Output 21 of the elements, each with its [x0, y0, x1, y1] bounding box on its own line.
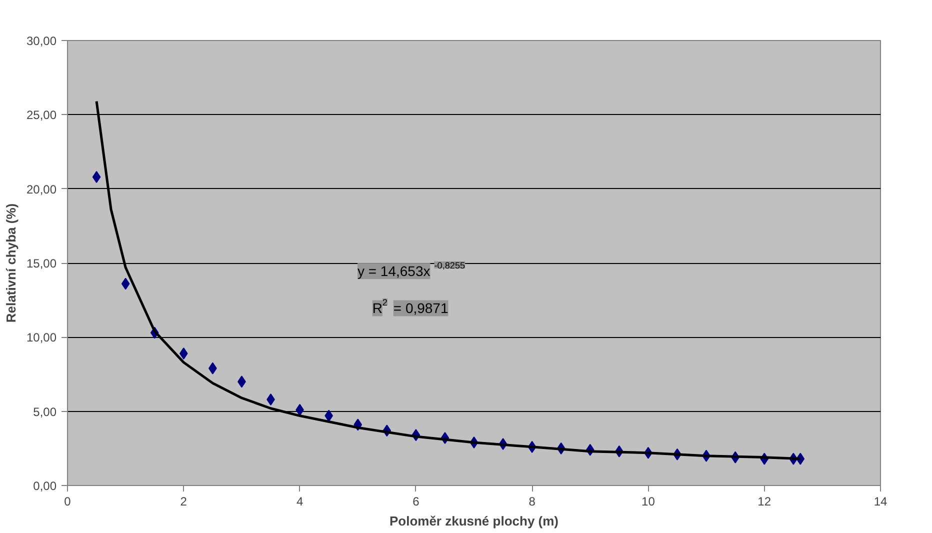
x-tick-label: 2: [180, 494, 188, 508]
y-tick-label: 15,00: [26, 256, 57, 270]
x-axis-title: Poloměr zkusné plochy (m): [389, 514, 559, 528]
y-axis-title: Relativní chyba (%): [3, 203, 18, 323]
x-tick-label: 0: [64, 494, 72, 508]
x-tick-label: 6: [412, 494, 420, 508]
y-tick-label: 5,00: [33, 404, 57, 419]
y-tick-label: 30,00: [26, 34, 57, 48]
x-tick-label: 10: [642, 494, 656, 508]
point: [92, 170, 101, 183]
point: [121, 278, 130, 290]
point: [179, 347, 188, 360]
x-tick-label: 4: [296, 494, 304, 508]
y-tick-label: 20,00: [26, 182, 57, 196]
x-tick-label: 8: [528, 494, 536, 508]
y-tick-label: 10,00: [26, 330, 57, 345]
annotation: y = 14,653x-0,8255: [357, 260, 466, 280]
y-tick-label: 25,00: [26, 108, 57, 122]
y-tick-label: 0,00: [33, 479, 57, 493]
x-tick-label: 12: [758, 494, 772, 508]
x-tick-label: 14: [874, 494, 888, 508]
